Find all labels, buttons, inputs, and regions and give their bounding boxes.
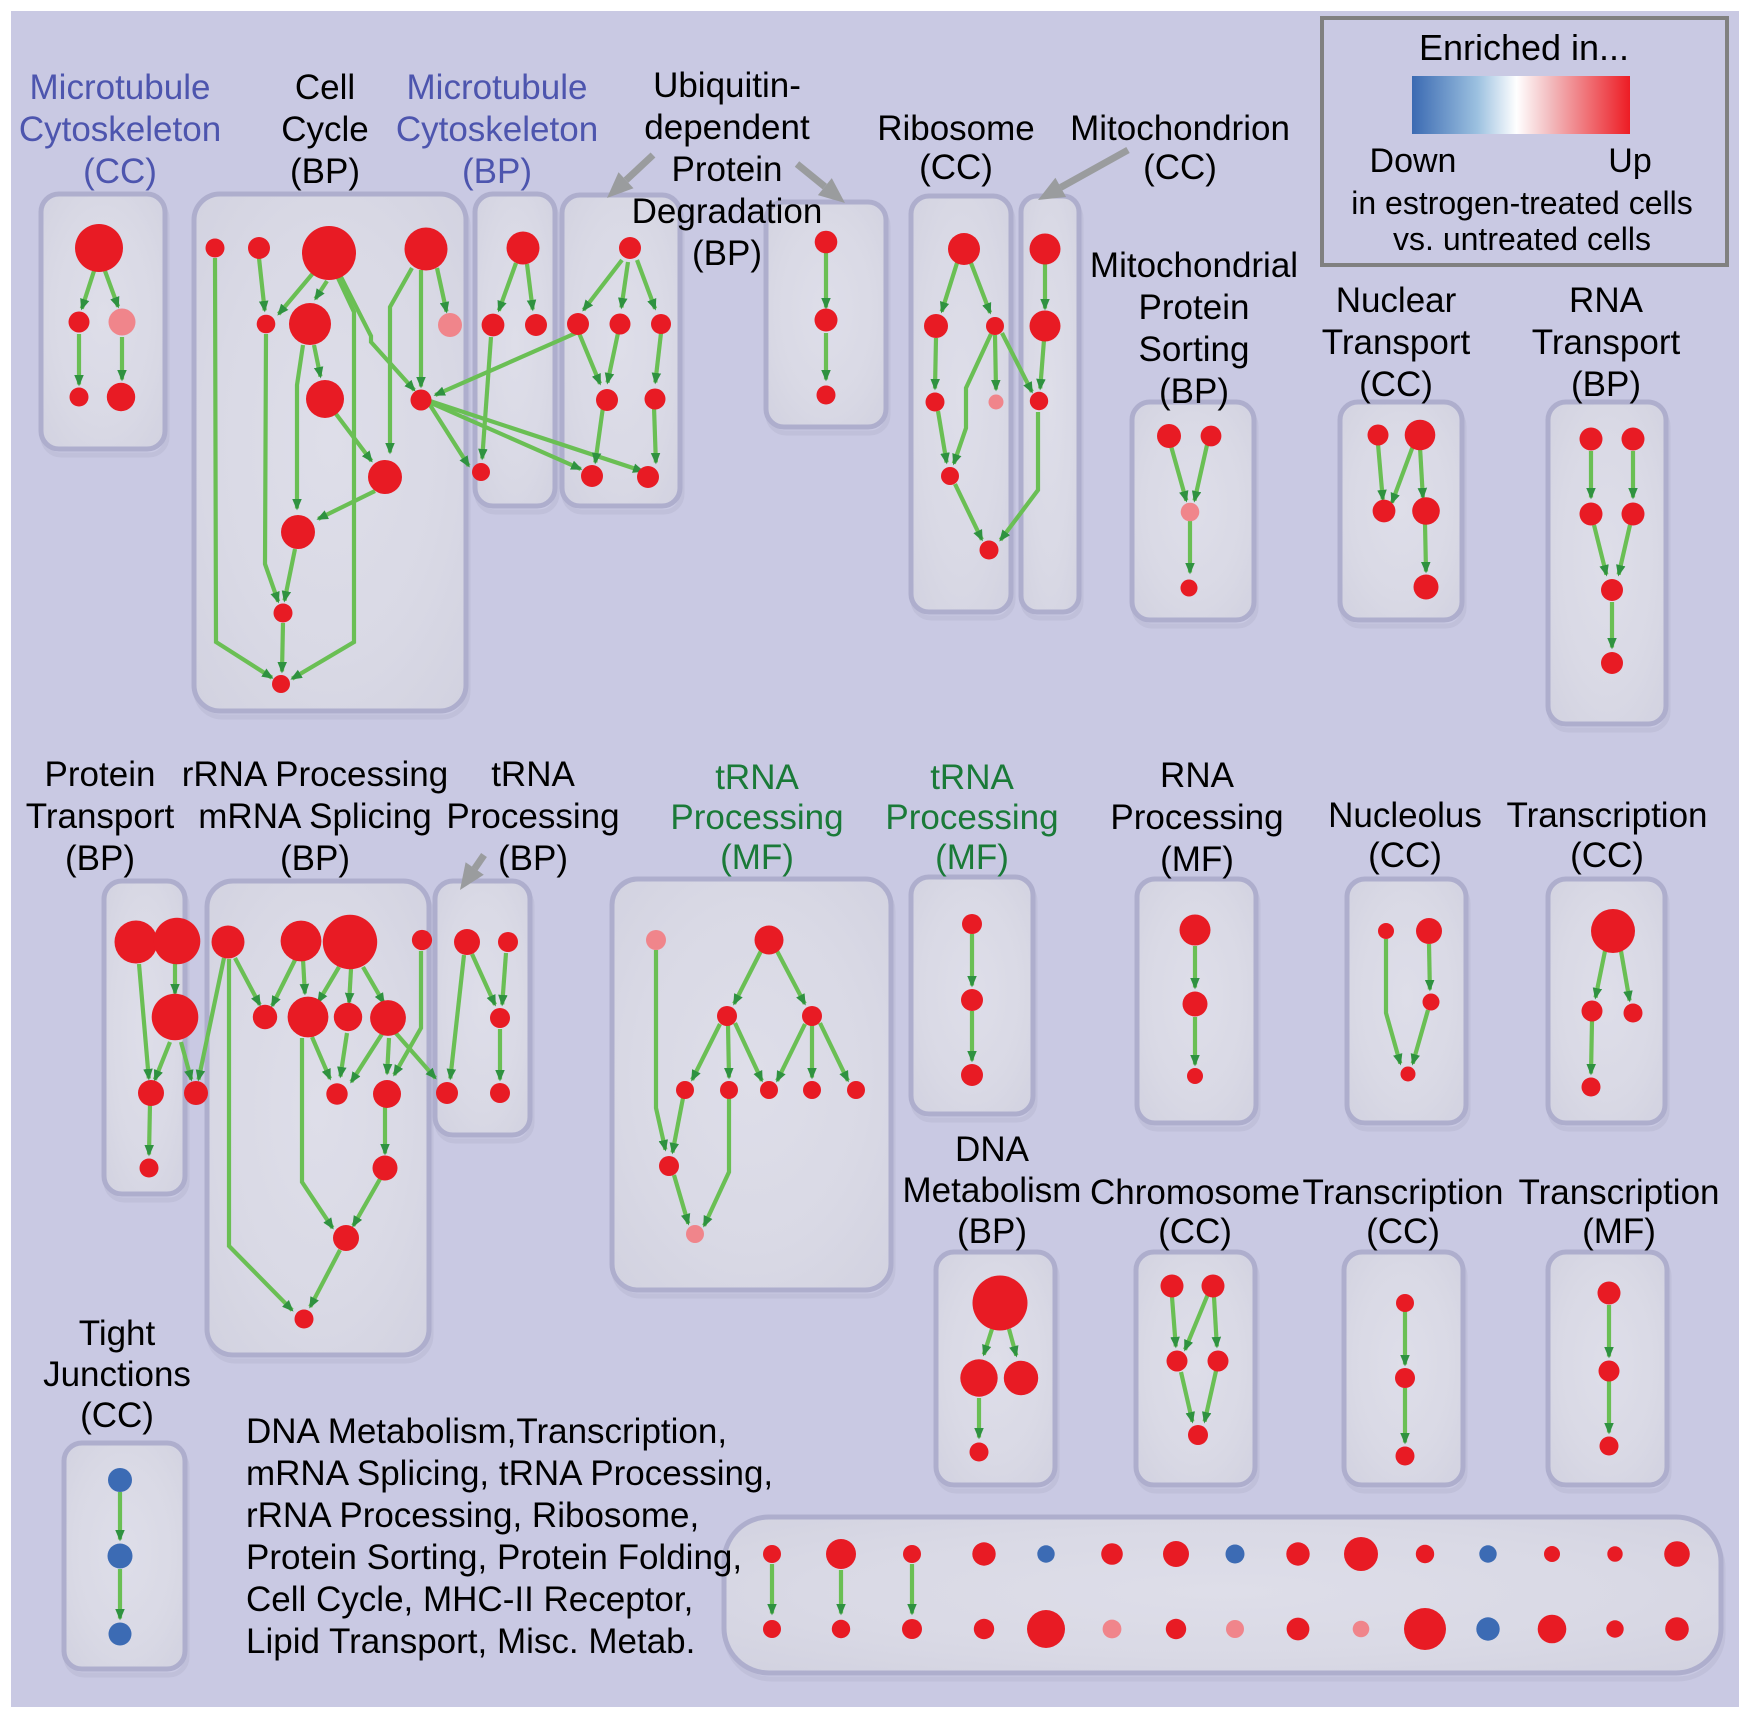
svg-text:Down: Down <box>1370 142 1457 180</box>
svg-text:Protein Sorting, Protein Foldi: Protein Sorting, Protein Folding, <box>246 1538 742 1577</box>
svg-text:(BP): (BP) <box>692 234 762 273</box>
svg-text:Ribosome: Ribosome <box>877 109 1035 148</box>
svg-text:Microtubule: Microtubule <box>407 68 588 107</box>
svg-text:(CC): (CC) <box>1368 836 1442 875</box>
svg-text:(CC): (CC) <box>1359 365 1433 404</box>
svg-text:Transport: Transport <box>1322 323 1471 362</box>
svg-text:Sorting: Sorting <box>1139 330 1250 369</box>
svg-text:Protein: Protein <box>1139 288 1250 327</box>
svg-text:Chromosome: Chromosome <box>1090 1173 1300 1212</box>
svg-text:Microtubule: Microtubule <box>30 68 211 107</box>
svg-text:(BP): (BP) <box>65 839 135 878</box>
svg-text:(MF): (MF) <box>720 838 794 877</box>
svg-text:Metabolism: Metabolism <box>903 1171 1082 1210</box>
svg-text:Protein: Protein <box>672 150 783 189</box>
svg-text:(CC): (CC) <box>1366 1212 1440 1251</box>
svg-text:(BP): (BP) <box>462 152 532 191</box>
svg-text:(CC): (CC) <box>919 148 993 187</box>
svg-text:(CC): (CC) <box>80 1396 154 1435</box>
svg-text:in estrogen-treated cells: in estrogen-treated cells <box>1351 185 1693 221</box>
svg-text:(CC): (CC) <box>83 152 157 191</box>
svg-text:Transport: Transport <box>26 797 175 836</box>
svg-text:(BP): (BP) <box>957 1212 1027 1251</box>
svg-text:(MF): (MF) <box>1160 840 1234 879</box>
svg-text:mRNA Splicing, tRNA Processing: mRNA Splicing, tRNA Processing, <box>246 1454 773 1493</box>
svg-text:Cytoskeleton: Cytoskeleton <box>19 110 221 149</box>
svg-text:(BP): (BP) <box>1159 372 1229 411</box>
svg-text:DNA: DNA <box>955 1130 1030 1169</box>
svg-text:Transcription: Transcription <box>1519 1173 1720 1212</box>
svg-text:(CC): (CC) <box>1570 836 1644 875</box>
svg-text:Transport: Transport <box>1532 323 1681 362</box>
svg-text:Cytoskeleton: Cytoskeleton <box>396 110 598 149</box>
svg-text:(CC): (CC) <box>1158 1212 1232 1251</box>
svg-text:(MF): (MF) <box>935 838 1009 877</box>
svg-text:mRNA Splicing: mRNA Splicing <box>198 797 431 836</box>
svg-text:DNA Metabolism,Transcription,: DNA Metabolism,Transcription, <box>246 1412 727 1451</box>
svg-text:Nuclear: Nuclear <box>1336 281 1457 320</box>
svg-text:rRNA Processing: rRNA Processing <box>182 755 448 794</box>
svg-text:RNA: RNA <box>1160 756 1235 795</box>
svg-text:rRNA Processing, Ribosome,: rRNA Processing, Ribosome, <box>246 1496 699 1535</box>
svg-text:vs. untreated cells: vs. untreated cells <box>1393 221 1651 257</box>
svg-text:Junctions: Junctions <box>43 1355 191 1394</box>
svg-text:Mitochondrion: Mitochondrion <box>1070 109 1290 148</box>
svg-text:(BP): (BP) <box>498 839 568 878</box>
svg-text:Up: Up <box>1608 142 1651 180</box>
svg-text:Processing: Processing <box>670 798 843 837</box>
svg-text:Processing: Processing <box>885 798 1058 837</box>
svg-text:Degradation: Degradation <box>632 192 823 231</box>
svg-text:Nucleolus: Nucleolus <box>1328 796 1482 835</box>
svg-text:Cycle: Cycle <box>281 110 369 149</box>
svg-text:dependent: dependent <box>644 108 810 147</box>
svg-text:Protein: Protein <box>45 755 156 794</box>
svg-text:Enriched in...: Enriched in... <box>1419 27 1629 68</box>
svg-text:Ubiquitin-: Ubiquitin- <box>653 66 801 105</box>
svg-text:(BP): (BP) <box>290 152 360 191</box>
svg-text:Tight: Tight <box>79 1314 156 1353</box>
svg-text:Transcription: Transcription <box>1303 1173 1504 1212</box>
svg-text:(CC): (CC) <box>1143 148 1217 187</box>
svg-text:Mitochondrial: Mitochondrial <box>1090 246 1298 285</box>
svg-text:Cell Cycle, MHC-II Receptor,: Cell Cycle, MHC-II Receptor, <box>246 1580 693 1619</box>
svg-text:Cell: Cell <box>295 68 355 107</box>
svg-text:(MF): (MF) <box>1582 1212 1656 1251</box>
svg-text:tRNA: tRNA <box>491 755 575 794</box>
svg-text:RNA: RNA <box>1569 281 1644 320</box>
svg-text:Processing: Processing <box>1110 798 1283 837</box>
svg-text:Transcription: Transcription <box>1507 796 1708 835</box>
svg-text:(BP): (BP) <box>1571 365 1641 404</box>
svg-text:Lipid Transport, Misc. Metab.: Lipid Transport, Misc. Metab. <box>246 1622 695 1661</box>
svg-text:tRNA: tRNA <box>715 758 799 797</box>
svg-text:(BP): (BP) <box>280 839 350 878</box>
svg-text:Processing: Processing <box>446 797 619 836</box>
svg-text:tRNA: tRNA <box>930 758 1014 797</box>
